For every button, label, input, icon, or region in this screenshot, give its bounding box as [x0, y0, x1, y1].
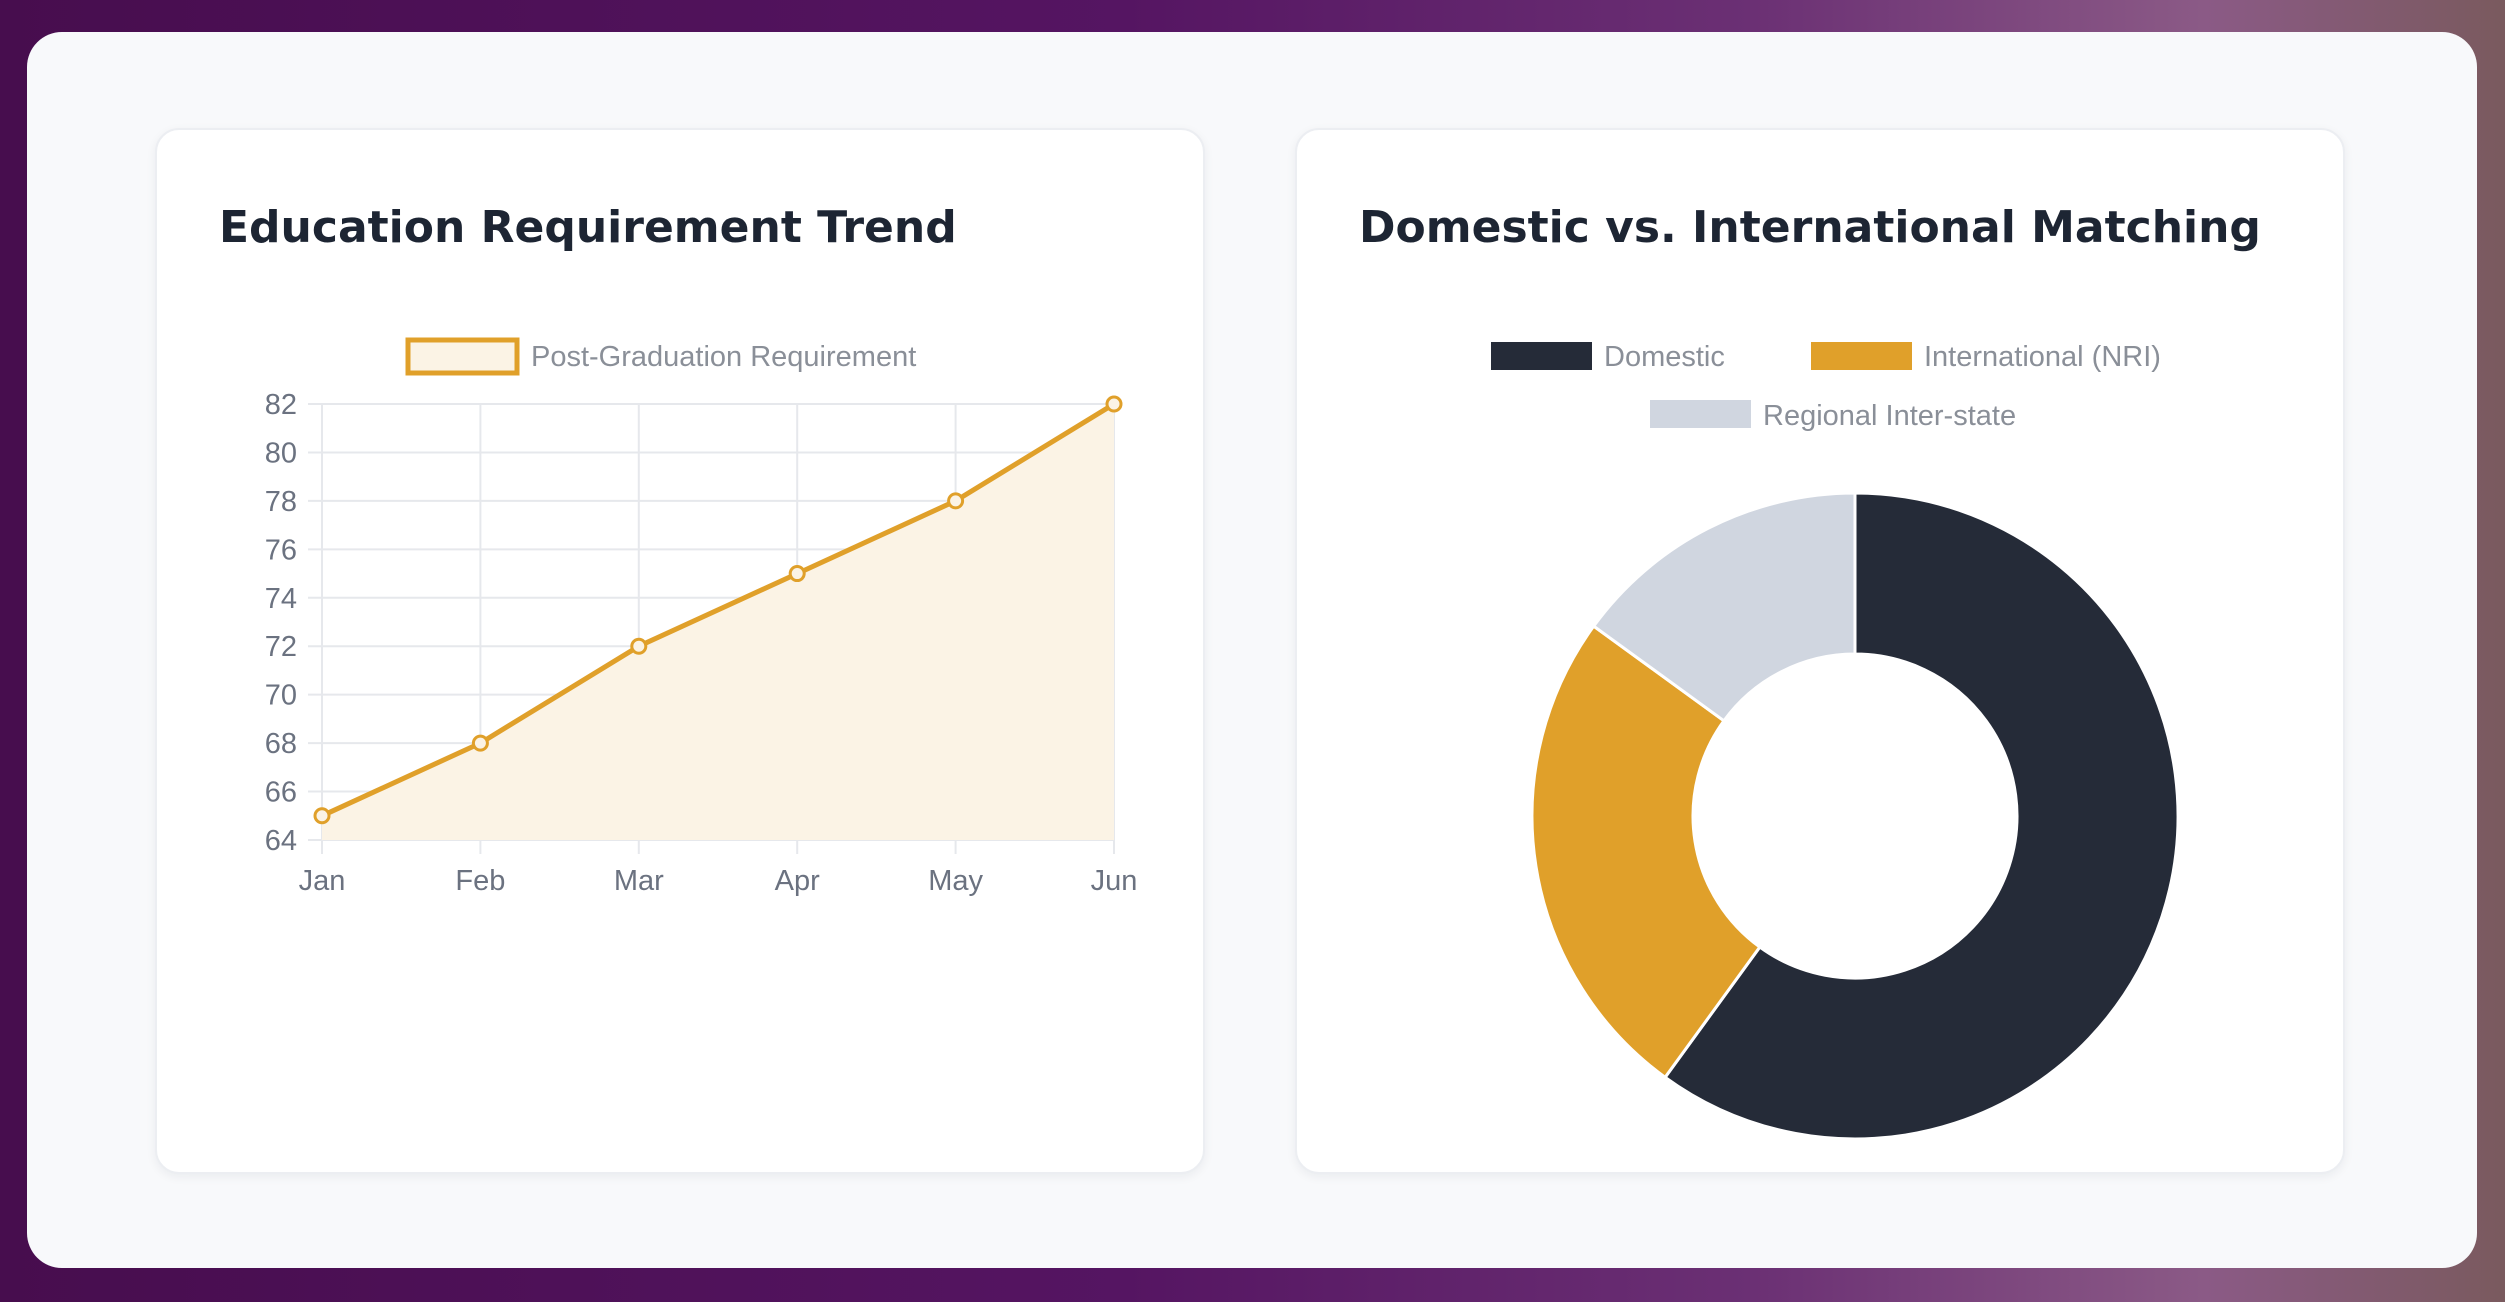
- education-trend-title: Education Requirement Trend: [219, 202, 957, 253]
- y-tick-label: 82: [265, 389, 297, 421]
- data-point[interactable]: [630, 637, 648, 655]
- y-tick-label: 80: [265, 437, 297, 469]
- series-line-post-graduation: [320, 401, 1116, 819]
- y-tick-label: 72: [265, 631, 297, 663]
- data-point[interactable]: [313, 807, 331, 825]
- legend-label-international: International (NRI): [1924, 341, 2161, 373]
- x-tick-label: Jun: [1091, 865, 1138, 897]
- y-tick-label: 70: [265, 680, 297, 712]
- legend-item-international[interactable]: International (NRI): [1811, 341, 2161, 373]
- legend-label-regional: Regional Inter-state: [1763, 400, 2016, 432]
- slice-domestic[interactable]: [1663, 491, 2180, 1141]
- legend-item-regional[interactable]: Regional Inter-state: [1650, 400, 2016, 432]
- matching-title: Domestic vs. International Matching: [1359, 202, 2261, 253]
- legend-swatch-international: [1811, 342, 1912, 370]
- series-area-post-graduation: [322, 404, 1114, 840]
- y-tick-label: 68: [265, 728, 297, 760]
- legend-swatch-domestic: [1491, 342, 1592, 370]
- x-tick-label: Mar: [614, 865, 664, 897]
- legend-item-domestic[interactable]: Domestic: [1491, 341, 1725, 373]
- legend-label-post-graduation: Post-Graduation Requirement: [531, 341, 916, 373]
- dashboard-window: Education Requirement Trend 64 66 68 70 72 74…: [27, 32, 2477, 1268]
- x-tick-label: Jan: [299, 865, 346, 897]
- doughnut-legend[interactable]: Domestic International (NRI) Regional In…: [1491, 341, 2161, 432]
- x-tick-label: May: [928, 865, 983, 897]
- x-tick-label: Feb: [455, 865, 505, 897]
- x-tick-label: Apr: [775, 865, 820, 897]
- data-point[interactable]: [471, 734, 489, 752]
- matching-card: Domestic vs. International Matching Dome…: [1295, 128, 2345, 1174]
- legend-swatch-regional: [1650, 400, 1751, 428]
- y-tick-label: 76: [265, 534, 297, 566]
- data-point[interactable]: [788, 565, 806, 583]
- legend-label-domestic: Domestic: [1604, 341, 1725, 373]
- slice-international[interactable]: [1530, 624, 1762, 1080]
- data-point[interactable]: [1105, 395, 1123, 413]
- legend-swatch-post-graduation: [405, 337, 520, 376]
- y-tick-label: 78: [265, 486, 297, 518]
- y-tick-label: 64: [265, 825, 297, 857]
- y-tick-label: 66: [265, 777, 297, 809]
- matching-doughnut-chart: Domestic International (NRI) Regional In…: [1491, 341, 2180, 1141]
- education-trend-card: Education Requirement Trend 64 66 68 70 72 74…: [155, 128, 1205, 1174]
- line-legend[interactable]: Post-Graduation Requirement: [405, 337, 916, 376]
- slice-regional[interactable]: [1591, 491, 1857, 723]
- data-point[interactable]: [947, 492, 965, 510]
- y-tick-label: 74: [265, 583, 297, 615]
